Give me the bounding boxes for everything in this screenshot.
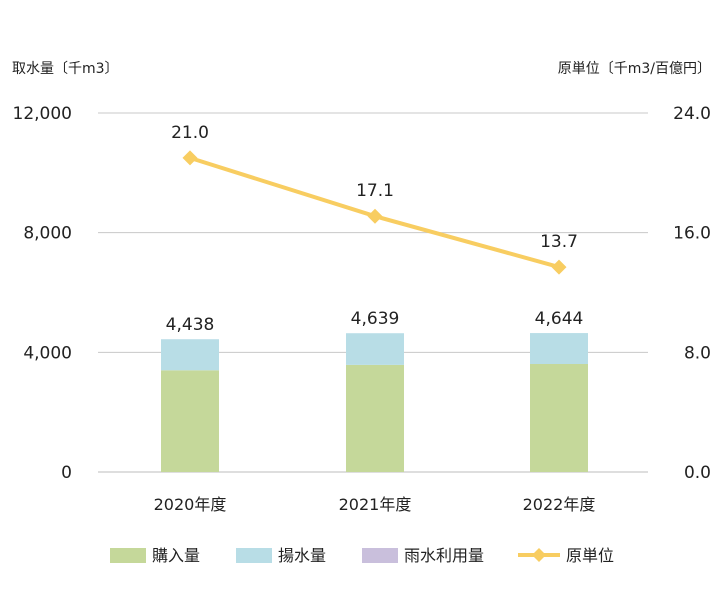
bar-揚水量 <box>161 339 219 371</box>
category-labels: 2020年度 2021年度 2022年度 <box>154 495 596 514</box>
legend: 購入量 揚水量 雨水利用量 原単位 <box>110 546 614 565</box>
line-marker <box>182 150 198 166</box>
legend-swatch <box>362 548 398 563</box>
legend-label: 雨水利用量 <box>404 546 484 565</box>
line-marker <box>367 208 383 224</box>
right-axis-title: 原単位〔千m3/百億円〕 <box>558 61 711 77</box>
left-tick-label: 0 <box>61 463 72 483</box>
legend-marker <box>532 548 546 562</box>
legend-swatch <box>110 548 146 563</box>
right-tick-label: 16.0 <box>673 224 711 244</box>
bar-購入量 <box>161 370 219 472</box>
axis-ticks: 0 4,000 8,000 12,000 0.0 8.0 16.0 24.0 <box>13 104 711 483</box>
left-tick-label: 12,000 <box>13 104 72 124</box>
bar-揚水量 <box>530 333 588 365</box>
line-value-label: 21.0 <box>171 123 209 143</box>
data-labels: 4,438 4,639 4,644 21.0 17.1 13.7 <box>166 123 584 335</box>
line-marker <box>551 259 567 275</box>
bar-購入量 <box>346 364 404 472</box>
line-value-label: 17.1 <box>356 181 394 201</box>
legend-swatch <box>236 548 272 563</box>
line-series <box>182 150 567 275</box>
bar-揚水量 <box>346 333 404 365</box>
legend-label: 揚水量 <box>278 546 326 565</box>
bar-total-label: 4,438 <box>166 315 215 335</box>
right-tick-label: 8.0 <box>684 343 711 363</box>
left-tick-label: 8,000 <box>23 224 72 244</box>
bars <box>161 333 588 472</box>
left-axis-title: 取水量〔千m3〕 <box>12 61 119 77</box>
category-label: 2021年度 <box>339 495 412 514</box>
category-label: 2020年度 <box>154 495 227 514</box>
bar-購入量 <box>530 364 588 472</box>
right-tick-label: 24.0 <box>673 104 711 124</box>
category-label: 2022年度 <box>523 495 596 514</box>
right-tick-label: 0.0 <box>684 463 711 483</box>
bar-total-label: 4,644 <box>535 309 584 329</box>
left-tick-label: 4,000 <box>23 343 72 363</box>
legend-label: 購入量 <box>152 546 200 565</box>
line-value-label: 13.7 <box>540 232 578 252</box>
legend-label: 原単位 <box>566 546 614 565</box>
bar-total-label: 4,639 <box>351 309 400 329</box>
